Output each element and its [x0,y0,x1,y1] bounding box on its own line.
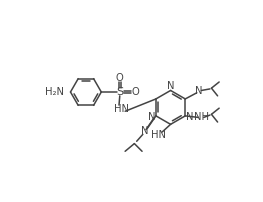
Text: NH: NH [194,112,209,122]
Text: N: N [186,112,194,122]
Text: N: N [167,81,174,91]
Text: HN: HN [151,130,166,140]
Text: HN: HN [114,104,129,114]
Text: H₂N: H₂N [44,87,64,97]
Text: N: N [148,112,155,122]
Text: S: S [116,87,123,97]
Text: O: O [116,73,124,83]
Text: O: O [131,87,139,97]
Text: N: N [141,126,149,136]
Text: N: N [195,86,203,96]
